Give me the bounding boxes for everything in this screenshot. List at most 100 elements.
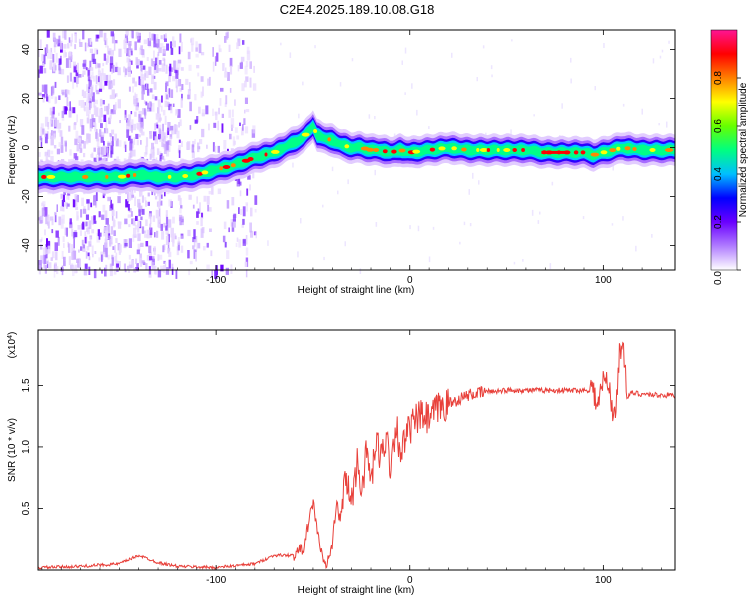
spectrogram-noise-speck <box>50 150 54 155</box>
spectrogram-noise-speck <box>165 236 169 245</box>
spectrogram-noise-speck <box>128 254 131 260</box>
spectrogram-noise-speck <box>417 225 420 232</box>
spectrogram-noise-speck <box>91 53 95 62</box>
spectrogram-noise-speck <box>63 191 66 196</box>
spectrogram-noise-speck <box>239 190 242 197</box>
spectrogram-noise-speck <box>72 199 76 208</box>
spectrogram-noise-speck <box>43 254 47 264</box>
colorbar-tick-label: 0.6 <box>713 119 724 133</box>
spectrogram-noise-speck <box>53 133 56 140</box>
spectrogram-noise-speck <box>133 99 137 107</box>
spectrogram-noise-speck <box>179 197 182 206</box>
spectrogram-noise-speck <box>86 84 89 92</box>
spectrogram-noise-speck <box>91 216 94 225</box>
spectrogram-noise-speck <box>134 92 136 97</box>
spectrogram-noise-speck <box>139 79 142 86</box>
spectrogram-noise-speck <box>145 263 148 270</box>
spectrogram-noise-speck <box>178 139 181 143</box>
spectrogram-noise-speck <box>157 99 161 108</box>
spectrogram-noise-speck <box>112 218 115 228</box>
spectrogram-noise-speck <box>110 226 114 235</box>
spectrogram-hotspot <box>496 148 500 152</box>
spectrogram-hotspot <box>82 174 89 179</box>
spectrogram-noise-speck <box>126 57 130 63</box>
spectrogram-noise-speck <box>76 78 80 84</box>
spectrogram-noise-speck <box>41 53 44 62</box>
spectrogram-noise-speck <box>110 80 113 84</box>
spectrogram-noise-speck <box>118 261 121 270</box>
spectrogram-noise-speck <box>123 39 127 49</box>
spectrogram-noise-speck <box>522 259 524 262</box>
spectrogram-noise-speck <box>63 49 66 58</box>
spectrogram-noise-speck <box>428 256 431 263</box>
spectrogram-noise-speck <box>220 264 224 272</box>
spectrogram-noise-speck <box>112 246 116 250</box>
spectrogram-hotspot <box>609 148 617 153</box>
spectrogram-noise-speck <box>101 158 105 162</box>
spectrogram-noise-speck <box>145 219 148 226</box>
spectrogram-noise-speck <box>90 153 94 158</box>
spectrogram-noise-speck <box>131 30 134 39</box>
spectrogram-noise-speck <box>86 117 90 124</box>
spectrogram-noise-speck <box>128 264 133 269</box>
spectrogram-noise-speck <box>253 65 255 73</box>
spectrogram-noise-speck <box>193 239 196 247</box>
spectrogram-noise-speck <box>124 218 128 225</box>
spectrogram-noise-speck <box>198 43 202 54</box>
spectrogram-noise-speck <box>245 235 248 245</box>
spectrogram-x-axis-label: Height of straight line (km) <box>298 285 415 296</box>
spectrogram-noise-speck <box>52 54 55 63</box>
spectrogram-noise-speck <box>50 216 54 221</box>
spectrogram-noise-speck <box>170 42 173 47</box>
spectrogram-noise-speck <box>118 244 122 253</box>
spectrogram-noise-speck <box>244 97 248 104</box>
spectrogram-noise-speck <box>61 214 65 224</box>
spectrogram-noise-speck <box>107 196 111 202</box>
spectrogram-noise-speck <box>66 194 69 200</box>
spectrogram-noise-speck <box>107 103 110 109</box>
spectrogram-noise-speck <box>175 78 178 89</box>
spectrogram-noise-speck <box>570 78 572 84</box>
spectrogram-noise-speck <box>226 250 230 259</box>
spectrogram-noise-speck <box>117 67 121 76</box>
colorbar-label: Normalized spectral amplitude <box>738 82 749 217</box>
spectrogram-noise-speck <box>68 51 72 57</box>
spectrogram-noise-speck <box>241 83 245 92</box>
spectrogram-noise-speck <box>175 109 179 116</box>
spectrogram-noise-speck <box>44 152 48 157</box>
spectrogram-noise-speck <box>212 61 215 72</box>
spectrogram-noise-speck <box>157 217 160 228</box>
spectrogram-y-tick-label: 0 <box>21 144 32 150</box>
spectrogram-noise-speck <box>45 254 48 259</box>
spectrogram-noise-speck <box>131 194 135 198</box>
spectrogram-noise-speck <box>245 61 249 67</box>
spectrogram-noise-speck <box>231 197 235 206</box>
spectrogram-noise-speck <box>107 45 109 55</box>
spectrogram-noise-speck <box>149 131 152 135</box>
spectrogram-noise-speck <box>243 118 246 125</box>
spectrogram-noise-speck <box>62 30 65 39</box>
spectrogram-noise-speck <box>141 260 145 264</box>
spectrogram-noise-speck <box>44 246 49 255</box>
spectrogram-noise-speck <box>74 232 78 238</box>
spectrogram-noise-speck <box>92 122 96 126</box>
spectrogram-noise-speck <box>47 149 51 158</box>
spectrogram-noise-speck <box>54 117 58 127</box>
spectrogram-noise-speck <box>67 102 70 106</box>
spectrogram-noise-speck <box>80 209 83 218</box>
spectrogram-noise-speck <box>594 86 596 91</box>
spectrogram-noise-speck <box>55 38 59 45</box>
snr-y-axis-label: SNR (10 * v/v) <box>7 418 18 482</box>
spectrogram-noise-speck <box>178 145 181 154</box>
spectrogram-noise-speck <box>86 199 90 204</box>
spectrogram-noise-speck <box>169 134 173 139</box>
spectrogram-noise-speck <box>206 264 210 270</box>
spectrogram-noise-speck <box>239 209 243 215</box>
spectrogram-noise-speck <box>42 247 46 256</box>
spectrogram-noise-speck <box>105 218 109 225</box>
spectrogram-noise-speck <box>89 38 92 45</box>
spectrogram-noise-speck <box>195 241 198 251</box>
spectrogram-hotspot <box>230 163 236 168</box>
spectrogram-noise-speck <box>173 40 176 48</box>
spectrogram-noise-speck <box>171 263 174 270</box>
